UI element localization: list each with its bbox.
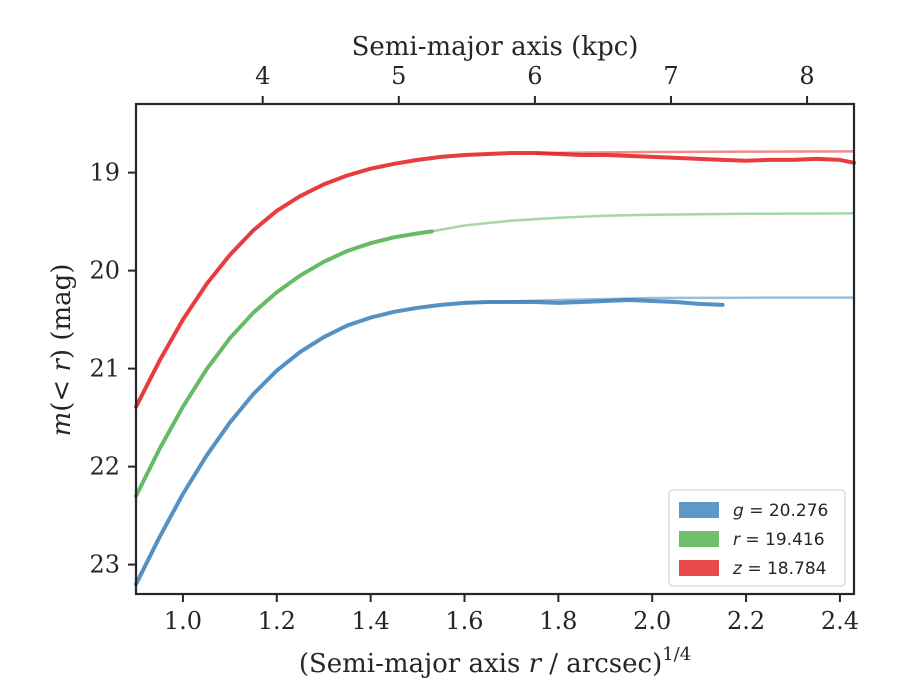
series-z-model-line [534, 150, 855, 155]
legend-value: = 19.416 [740, 530, 825, 550]
legend-var: g [733, 501, 744, 521]
top-tick-label: 5 [391, 62, 406, 90]
x-tick-label: 1.6 [445, 607, 483, 635]
legend-value: = 18.784 [742, 559, 827, 579]
legend-value: = 20.276 [744, 501, 829, 521]
legend-var: z [732, 559, 743, 579]
x-axis-title-exp: 1/4 [662, 644, 691, 665]
top-tick-label: 4 [255, 62, 270, 90]
plot-frame [134, 102, 856, 596]
x-tick-label: 2.2 [727, 607, 765, 635]
x-tick-label: 2.0 [633, 607, 671, 635]
series-r-observed-line [134, 229, 434, 498]
x-tick-label: 2.4 [821, 607, 859, 635]
x-axis-title: (Semi-major axis r / arcsec)1/4 [299, 644, 691, 679]
y-tick-label: 22 [89, 453, 120, 481]
legend-label-z: z = 18.784 [732, 559, 826, 579]
y-axis-title-unit: ) (mag) [47, 264, 77, 360]
x-axis-title-main: (Semi-major axis [299, 649, 529, 679]
x-tick-label: 1.2 [258, 607, 296, 635]
y-axis-title-m: m [47, 412, 77, 437]
x-axis-title-var: r [529, 649, 543, 679]
y-axis-title: m(< r) (mag) [47, 264, 77, 437]
y-tick-label: 19 [89, 159, 120, 187]
top-tick-label: 7 [663, 62, 678, 90]
y-tick-label: 20 [89, 257, 120, 285]
top-tick-label: 6 [527, 62, 542, 90]
y-axis-title-var: r [47, 358, 77, 372]
legend-swatch-z [679, 560, 719, 576]
x-tick-label: 1.8 [539, 607, 577, 635]
legend-var: r [733, 530, 741, 550]
ticks-layer: 1.0 1.2 1.4 1.6 1.8 2.0 2.2 2.4 19 20 21 22 23 4 5 6 7 8 [89, 62, 859, 635]
x-tick-label: 1.0 [164, 607, 202, 635]
y-tick-label: 21 [89, 355, 120, 383]
top-tick-label: 8 [799, 62, 814, 90]
series-r-model-line [431, 212, 855, 233]
y-axis-title-paren: (< [47, 372, 77, 412]
legend-swatch-g [679, 502, 719, 518]
x-tick-label: 1.4 [352, 607, 390, 635]
series-z-observed-line [134, 151, 856, 409]
legend-swatch-r [679, 531, 719, 547]
x-axis-title-rest: / arcsec) [541, 649, 662, 679]
legend-label-g: g = 20.276 [733, 501, 828, 521]
series-layer [134, 150, 856, 587]
legend-label-r: r = 19.416 [733, 530, 825, 550]
top-axis-title: Semi-major axis (kpc) [352, 32, 639, 62]
series-g-observed-line [134, 298, 725, 587]
y-tick-label: 23 [89, 551, 120, 579]
